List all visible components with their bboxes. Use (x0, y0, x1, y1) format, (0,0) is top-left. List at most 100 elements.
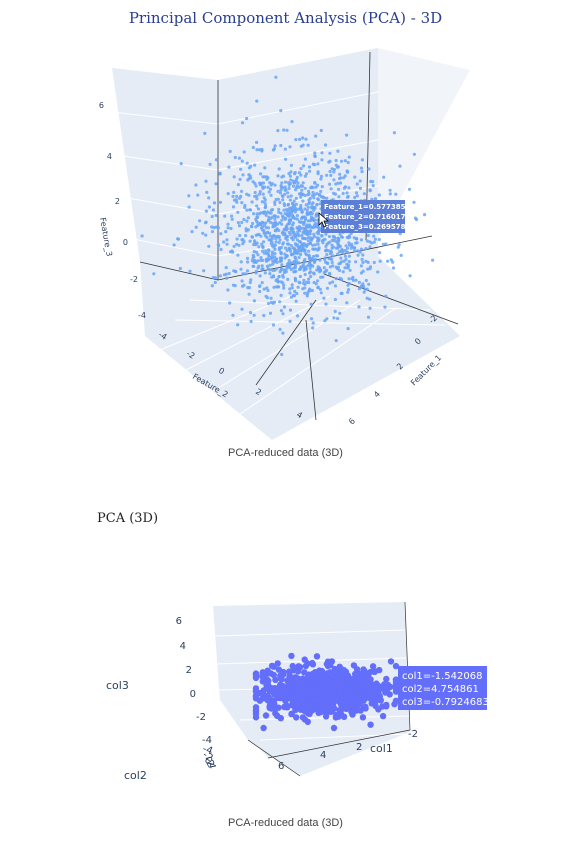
data-point[interactable] (262, 240, 266, 244)
data-point[interactable] (352, 246, 356, 250)
data-point[interactable] (249, 278, 253, 282)
data-point[interactable] (202, 269, 206, 273)
data-point[interactable] (287, 258, 291, 263)
data-point[interactable] (319, 189, 323, 194)
data-point[interactable] (240, 201, 244, 205)
data-point[interactable] (369, 690, 376, 697)
data-point[interactable] (330, 260, 334, 265)
data-point[interactable] (236, 221, 240, 225)
data-point[interactable] (324, 232, 328, 236)
data-point[interactable] (244, 234, 248, 238)
data-point[interactable] (252, 299, 256, 303)
data-point[interactable] (211, 208, 216, 212)
data-point[interactable] (223, 214, 227, 218)
data-point[interactable] (307, 231, 311, 235)
data-point[interactable] (190, 230, 194, 234)
data-point[interactable] (297, 261, 301, 265)
data-point[interactable] (311, 686, 318, 693)
data-point[interactable] (274, 694, 282, 701)
data-point[interactable] (226, 288, 230, 292)
data-point[interactable] (264, 294, 268, 298)
data-point[interactable] (283, 246, 288, 250)
data-point[interactable] (356, 253, 360, 257)
data-point[interactable] (269, 296, 273, 300)
data-point[interactable] (337, 262, 341, 266)
data-point[interactable] (332, 170, 336, 174)
data-point[interactable] (317, 239, 321, 243)
data-point[interactable] (269, 193, 273, 197)
data-point[interactable] (293, 270, 297, 274)
data-point[interactable] (399, 253, 403, 257)
data-point[interactable] (283, 147, 287, 151)
data-point[interactable] (268, 272, 272, 276)
data-point[interactable] (360, 257, 364, 261)
data-point[interactable] (256, 697, 264, 704)
data-point[interactable] (232, 244, 236, 248)
data-point[interactable] (423, 213, 427, 217)
data-point[interactable] (252, 707, 260, 714)
data-point[interactable] (359, 247, 363, 251)
data-point[interactable] (241, 121, 245, 125)
data-point[interactable] (372, 685, 379, 692)
data-point[interactable] (287, 186, 291, 191)
data-point[interactable] (213, 276, 217, 280)
data-point[interactable] (347, 288, 351, 292)
data-point[interactable] (279, 257, 283, 261)
data-point[interactable] (245, 208, 249, 212)
data-point[interactable] (228, 149, 232, 153)
data-point[interactable] (297, 246, 301, 250)
data-point[interactable] (280, 222, 284, 226)
data-point[interactable] (368, 188, 372, 192)
data-point[interactable] (269, 208, 273, 212)
data-point[interactable] (268, 311, 273, 315)
data-point[interactable] (325, 317, 329, 321)
data-point[interactable] (313, 154, 317, 158)
data-point[interactable] (307, 280, 311, 285)
data-point[interactable] (274, 240, 278, 244)
pca-3d-plot-small[interactable]: 6 4 2 0 -2 -4 col3 -4 -2 0 2 4 col2 6 4 … (0, 540, 571, 830)
data-point[interactable] (274, 278, 278, 283)
data-point[interactable] (317, 226, 321, 230)
data-point[interactable] (347, 241, 351, 245)
data-point[interactable] (270, 252, 274, 256)
data-point[interactable] (194, 183, 198, 187)
data-point[interactable] (354, 278, 358, 282)
data-point[interactable] (368, 297, 372, 301)
data-point[interactable] (300, 226, 305, 230)
data-point[interactable] (320, 185, 324, 189)
data-point[interactable] (241, 272, 245, 276)
data-point[interactable] (288, 710, 295, 717)
data-point[interactable] (315, 212, 319, 216)
data-point[interactable] (257, 232, 261, 236)
data-point[interactable] (283, 180, 288, 184)
data-point[interactable] (267, 301, 271, 306)
data-point[interactable] (377, 193, 381, 197)
data-point[interactable] (303, 227, 307, 231)
data-point[interactable] (303, 174, 307, 178)
data-point[interactable] (361, 260, 365, 265)
data-point[interactable] (299, 244, 304, 248)
data-point[interactable] (231, 313, 235, 317)
data-point[interactable] (348, 268, 352, 272)
data-point[interactable] (303, 186, 307, 190)
data-point[interactable] (279, 211, 283, 215)
data-point[interactable] (259, 172, 263, 176)
data-point[interactable] (258, 274, 262, 278)
data-point[interactable] (251, 221, 255, 226)
data-point[interactable] (315, 254, 320, 258)
data-point[interactable] (386, 259, 390, 263)
data-point[interactable] (312, 196, 316, 200)
data-point[interactable] (343, 266, 347, 270)
data-point[interactable] (287, 695, 294, 702)
data-point[interactable] (362, 703, 369, 710)
data-point[interactable] (270, 244, 274, 248)
data-point[interactable] (304, 172, 309, 176)
data-point[interactable] (345, 170, 350, 174)
data-point[interactable] (288, 249, 293, 253)
data-point[interactable] (264, 667, 271, 674)
data-point[interactable] (306, 242, 310, 246)
data-point[interactable] (318, 258, 322, 262)
data-point[interactable] (312, 669, 319, 676)
data-point[interactable] (308, 169, 312, 173)
data-point[interactable] (246, 260, 250, 264)
